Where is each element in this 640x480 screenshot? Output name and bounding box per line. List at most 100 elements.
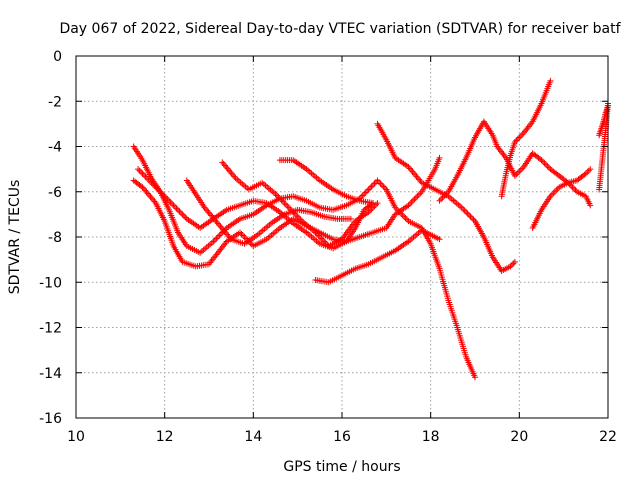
data-point <box>569 184 576 191</box>
data-point <box>371 180 378 187</box>
data-point <box>408 199 415 206</box>
data-point <box>223 164 230 171</box>
x-axis-label: GPS time / hours <box>283 459 400 475</box>
x-tick-label: 22 <box>599 429 617 445</box>
data-point <box>135 166 142 173</box>
data-point <box>571 185 578 192</box>
data-point <box>176 208 183 215</box>
data-point <box>412 194 419 201</box>
data-point <box>146 192 153 199</box>
y-axis-label: SDTVAR / TECUs <box>7 180 23 295</box>
data-point <box>551 188 558 195</box>
data-point <box>584 169 591 176</box>
data-point <box>514 169 521 176</box>
data-point <box>228 170 235 177</box>
data-point <box>284 203 291 210</box>
data-point <box>347 215 354 222</box>
data-point <box>238 230 245 237</box>
y-tick-label: -2 <box>48 94 62 110</box>
data-point <box>216 232 223 239</box>
series-arc-10 <box>498 77 554 200</box>
x-tick-label: 12 <box>156 429 174 445</box>
data-point <box>516 134 523 141</box>
data-point <box>219 159 226 166</box>
data-point <box>581 171 588 178</box>
data-point <box>174 206 181 213</box>
data-point <box>359 192 366 199</box>
series-arc-6 <box>183 177 354 247</box>
data-point <box>368 183 375 190</box>
data-marks <box>130 77 611 381</box>
x-tick-label: 14 <box>244 429 262 445</box>
data-point <box>553 187 560 194</box>
data-point <box>138 183 145 190</box>
data-point <box>217 223 224 230</box>
data-point <box>541 160 548 167</box>
data-point <box>542 161 549 168</box>
data-point <box>587 202 594 209</box>
y-tick-label: -8 <box>48 230 62 246</box>
series-arc-8 <box>374 120 518 274</box>
data-point <box>378 181 385 188</box>
data-point <box>361 191 368 198</box>
data-point <box>585 167 592 174</box>
data-point <box>415 191 422 198</box>
data-point <box>273 192 280 199</box>
x-tick-label: 20 <box>510 429 528 445</box>
data-point <box>463 209 470 216</box>
data-point <box>519 131 526 138</box>
data-point <box>138 169 145 176</box>
data-point <box>364 187 371 194</box>
data-point <box>220 160 227 167</box>
data-point <box>547 77 554 84</box>
data-point <box>410 170 417 177</box>
data-point <box>511 258 518 265</box>
y-tick-label: 0 <box>53 49 62 65</box>
data-point <box>172 203 179 210</box>
series-arc-11 <box>529 166 594 231</box>
data-point <box>587 166 594 173</box>
data-point <box>516 168 523 175</box>
data-point <box>241 234 248 240</box>
data-point <box>409 168 416 175</box>
data-point <box>472 374 478 381</box>
data-point <box>416 176 423 183</box>
data-point <box>362 189 369 196</box>
series-arc-1 <box>130 143 478 381</box>
data-point <box>539 158 546 165</box>
data-point <box>139 170 146 177</box>
data-point <box>227 168 234 175</box>
data-point <box>370 200 377 207</box>
y-tick-label: -12 <box>39 321 62 337</box>
data-point <box>150 196 157 203</box>
data-point <box>466 212 473 219</box>
x-tick-label: 18 <box>422 429 440 445</box>
data-point <box>374 177 381 184</box>
data-point <box>211 237 218 244</box>
y-tick-label: -6 <box>48 185 62 201</box>
data-point <box>517 166 524 173</box>
data-point <box>170 202 177 209</box>
data-point <box>406 165 413 172</box>
data-point <box>148 195 155 202</box>
data-point <box>224 165 231 172</box>
data-point <box>467 213 474 220</box>
data-point <box>414 193 421 200</box>
data-point <box>436 154 443 161</box>
data-point <box>402 215 409 222</box>
data-point <box>367 184 374 191</box>
data-point <box>285 204 292 211</box>
data-point <box>408 167 415 174</box>
data-point <box>401 213 408 220</box>
data-point <box>375 178 382 185</box>
y-tick-label: -14 <box>39 366 62 382</box>
data-point <box>229 172 236 179</box>
data-point <box>140 185 147 192</box>
data-point <box>216 222 223 229</box>
y-axis-ticks: 0 -2 -4 -6 -8 -10 -12 -14 -16 <box>39 49 608 427</box>
data-point <box>510 260 517 267</box>
data-point <box>436 197 443 204</box>
data-point <box>179 211 186 218</box>
data-point <box>460 206 467 213</box>
